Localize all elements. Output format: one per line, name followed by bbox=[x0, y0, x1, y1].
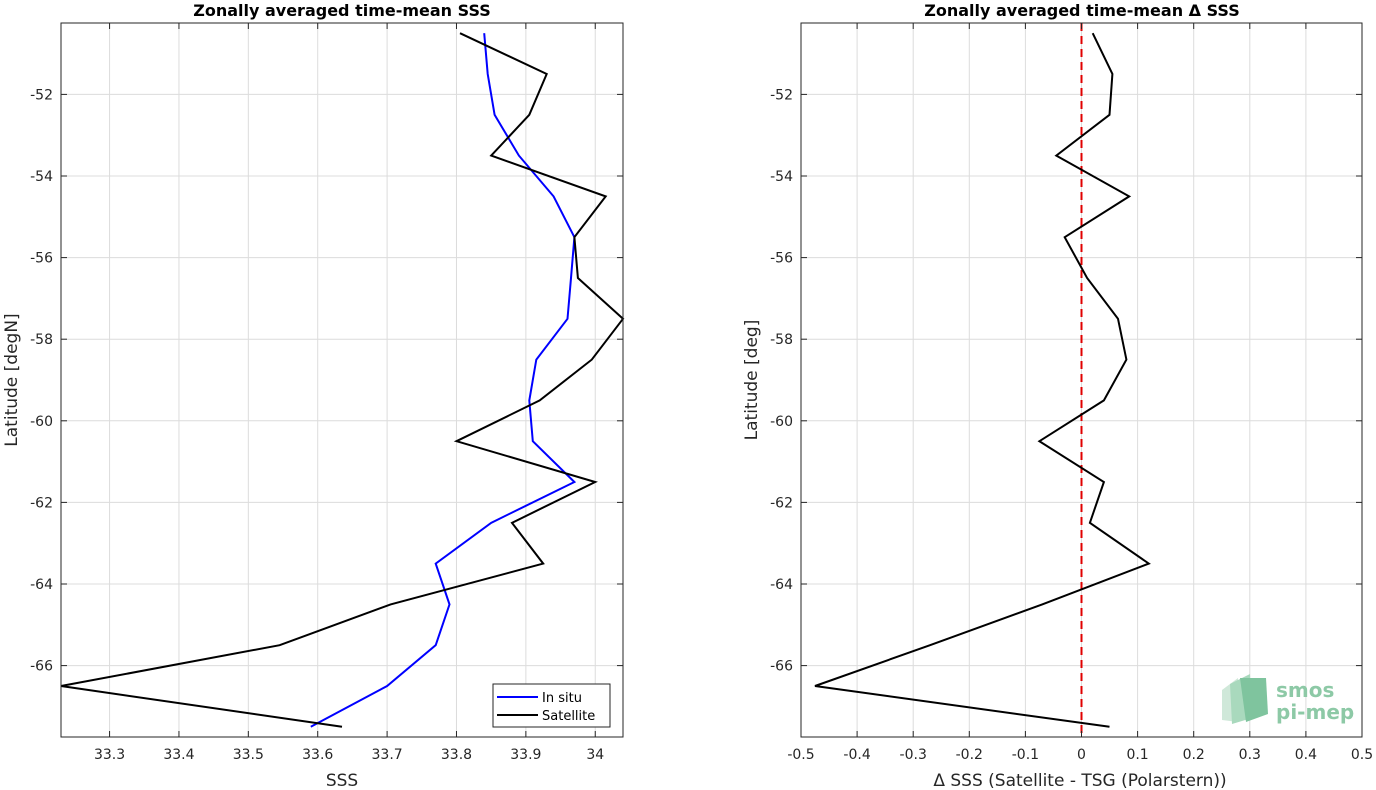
x-tick-label: 33.6 bbox=[302, 747, 333, 763]
series-line-0 bbox=[814, 32, 1151, 728]
x-tick-label: -0.1 bbox=[1012, 747, 1039, 763]
legend-label-in-situ: In situ bbox=[542, 691, 582, 706]
x-tick-label: 0.4 bbox=[1295, 747, 1317, 763]
y-tick-label: -58 bbox=[770, 332, 793, 348]
y-tick-label: -60 bbox=[770, 414, 793, 430]
y-tick-label: -56 bbox=[770, 251, 793, 267]
y-tick-label: -66 bbox=[770, 659, 793, 675]
left-chart-axes-box bbox=[60, 22, 624, 738]
y-tick-label: -60 bbox=[30, 414, 53, 430]
series-line-satellite bbox=[60, 32, 625, 728]
x-tick-label: -0.2 bbox=[956, 747, 983, 763]
right-chart-xlabel: Δ SSS (Satellite - TSG (Polarstern)) bbox=[933, 771, 1226, 790]
left-chart-xlabel: SSS bbox=[326, 771, 358, 790]
y-tick-label: -52 bbox=[770, 87, 793, 103]
legend-box bbox=[492, 683, 611, 728]
x-tick-label: 0.2 bbox=[1183, 747, 1205, 763]
x-tick-label: 0.3 bbox=[1239, 747, 1261, 763]
x-tick-label: 33.4 bbox=[163, 747, 194, 763]
y-tick-label: -62 bbox=[770, 495, 793, 511]
y-tick-label: -54 bbox=[30, 169, 53, 185]
x-tick-label: 33.5 bbox=[233, 747, 264, 763]
right-chart-title: Zonally averaged time-mean Δ SSS bbox=[924, 1, 1240, 20]
logo-text-pi-mep: pi-mep bbox=[1276, 700, 1354, 724]
y-tick-label: -54 bbox=[770, 169, 793, 185]
left-chart-series bbox=[60, 32, 625, 728]
left-chart-ticks: 33.3 33.4 33.5 33.6 33.7 33.8 33.9 34 -66 -64 -62 -… bbox=[30, 23, 623, 763]
y-tick-label: -64 bbox=[30, 577, 53, 593]
x-tick-label: 0 bbox=[1077, 747, 1086, 763]
logo-wave-front bbox=[1240, 678, 1268, 722]
x-tick-label: -0.4 bbox=[843, 747, 870, 763]
right-chart: Zonally averaged time-mean Δ SSS -0.5 -0.… bbox=[742, 1, 1373, 790]
x-tick-label: 0.5 bbox=[1351, 747, 1373, 763]
y-tick-label: -58 bbox=[30, 332, 53, 348]
y-tick-label: -56 bbox=[30, 251, 53, 267]
logo-text-smos: smos bbox=[1276, 678, 1334, 702]
right-chart-series bbox=[814, 32, 1151, 728]
left-chart-title: Zonally averaged time-mean SSS bbox=[193, 1, 491, 20]
left-chart-ylabel: Latitude [degN] bbox=[2, 313, 22, 446]
right-chart-ticks: -0.5 -0.4 -0.3 -0.2 -0.1 0 0.1 0.2 0.3 0.4 0.5 -66 -… bbox=[770, 23, 1373, 763]
y-tick-label: -66 bbox=[30, 659, 53, 675]
x-tick-label: 33.9 bbox=[510, 747, 541, 763]
left-chart: Zonally averaged time-mean SSS 33.3 33.4 3… bbox=[2, 1, 625, 790]
series-line-in-situ bbox=[310, 33, 577, 728]
x-tick-label: -0.3 bbox=[900, 747, 927, 763]
x-tick-label: 33.8 bbox=[441, 747, 472, 763]
left-chart-grid bbox=[61, 23, 623, 737]
legend: In situ Satellite bbox=[492, 683, 611, 728]
right-chart-ylabel: Latitude [deg] bbox=[742, 320, 762, 441]
y-tick-label: -52 bbox=[30, 87, 53, 103]
x-tick-label: -0.5 bbox=[787, 747, 814, 763]
y-tick-label: -64 bbox=[770, 577, 793, 593]
x-tick-label: 33.3 bbox=[94, 747, 125, 763]
legend-label-satellite: Satellite bbox=[542, 709, 595, 724]
x-tick-label: 0.1 bbox=[1126, 747, 1148, 763]
y-tick-label: -62 bbox=[30, 495, 53, 511]
x-tick-label: 34 bbox=[586, 747, 604, 763]
smos-pi-mep-logo: smos pi-mep bbox=[1222, 674, 1354, 724]
x-tick-label: 33.7 bbox=[372, 747, 403, 763]
